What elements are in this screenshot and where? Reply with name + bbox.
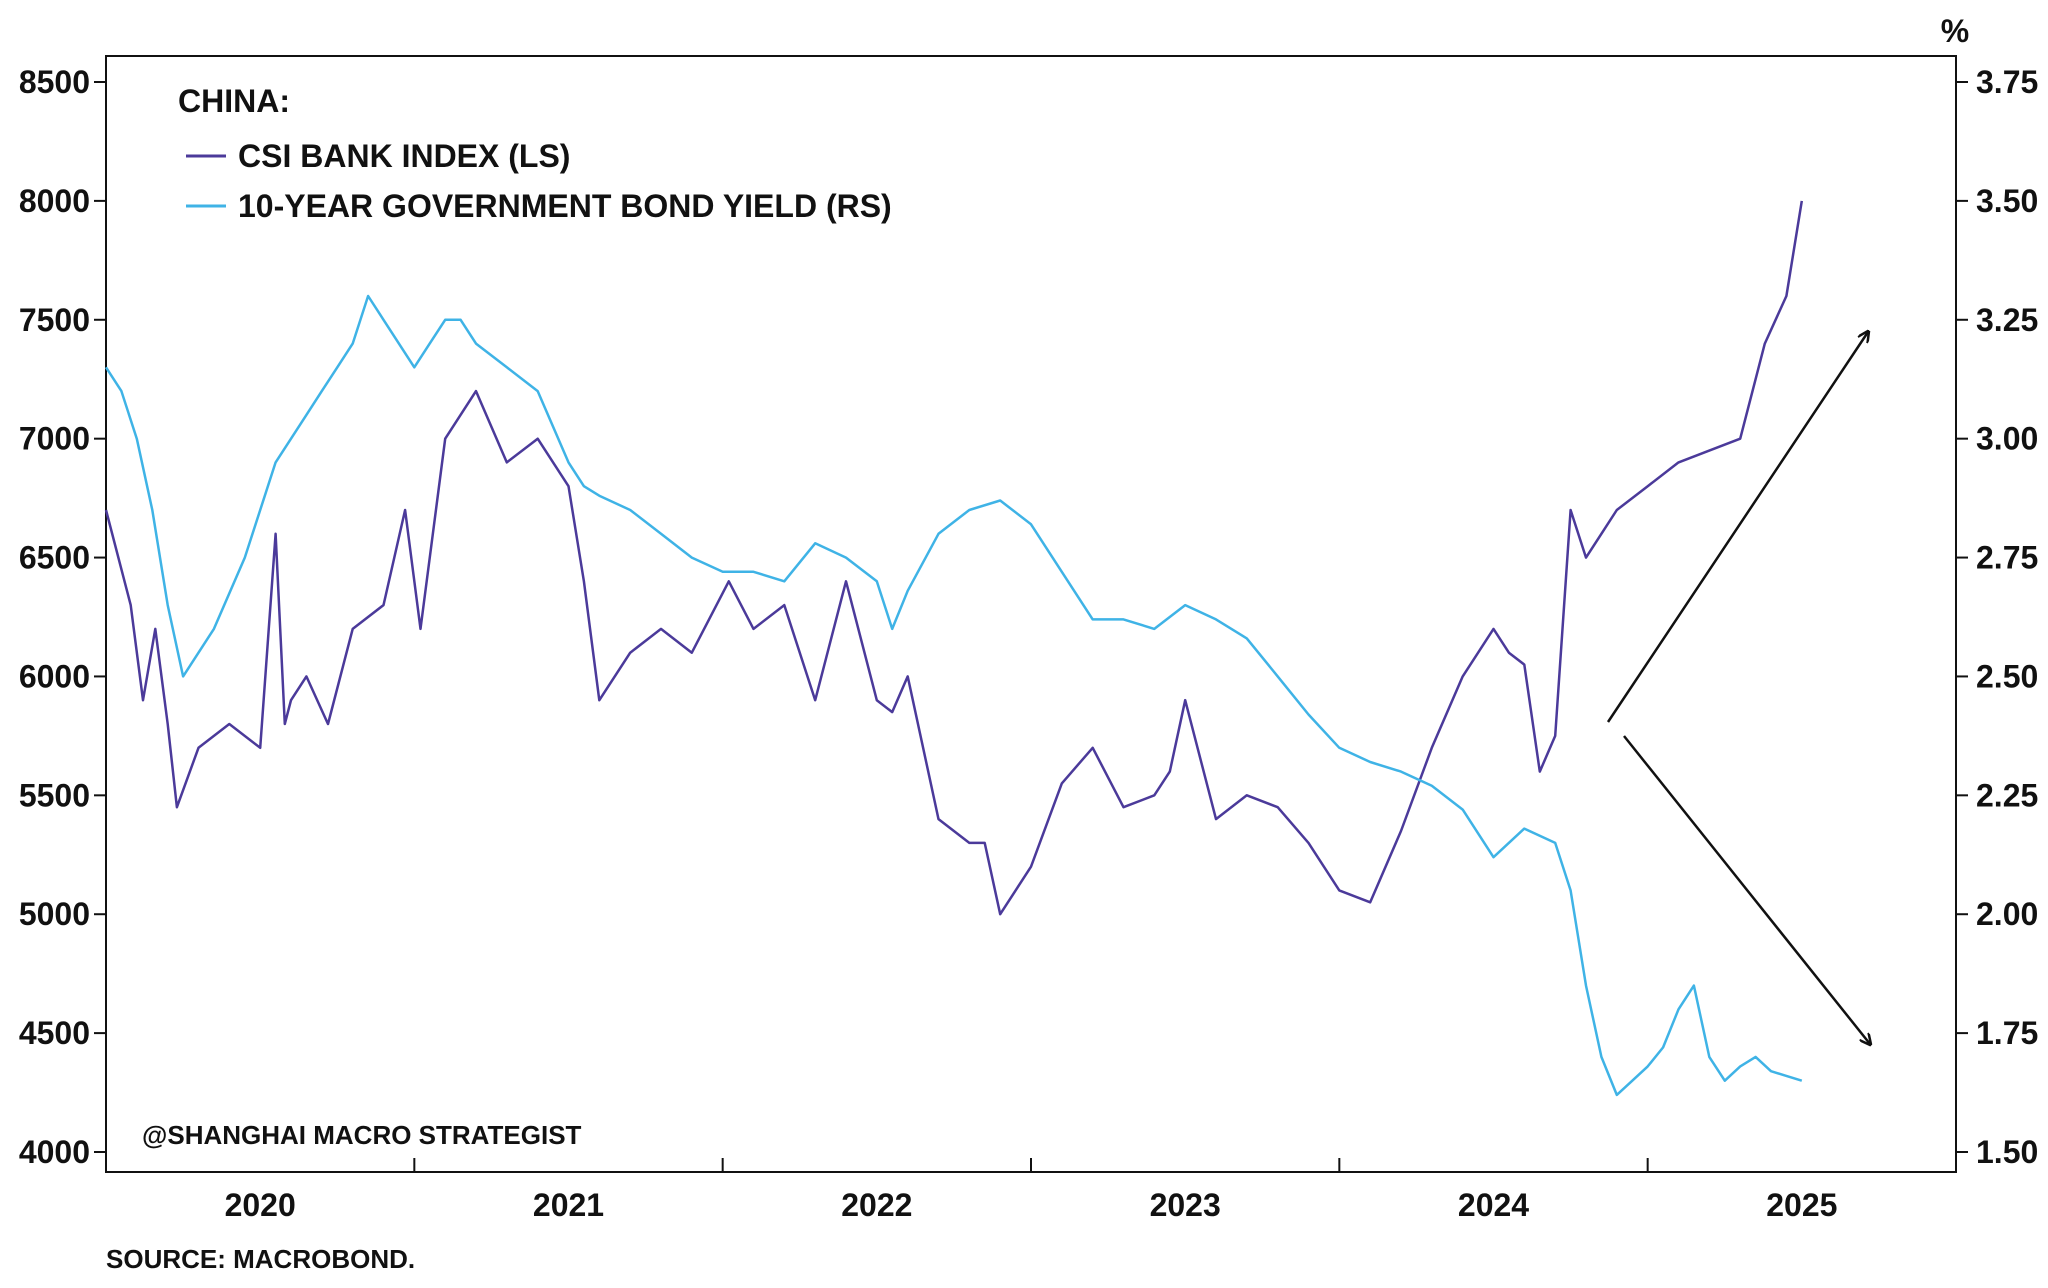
x-tick-label: 2021	[533, 1187, 604, 1223]
series-line-bond-yield	[104, 294, 1803, 1097]
legend: CHINA: CSI BANK INDEX (LS) 10-YEAR GOVER…	[178, 83, 892, 224]
right-tick-label: 3.00	[1976, 421, 2038, 457]
right-tick-label: 1.50	[1976, 1134, 2038, 1170]
legend-heading: CHINA:	[178, 83, 290, 119]
right-axis-unit: %	[1941, 13, 1969, 49]
left-tick-label: 4000	[19, 1134, 90, 1170]
divergence-arrows	[1606, 332, 1870, 1044]
x-axis: 2020 2021 2022 2023 2024 2025	[225, 1158, 1837, 1223]
left-tick-label: 6000	[19, 658, 90, 694]
right-tick-label: 2.00	[1976, 896, 2038, 932]
left-tick-label: 8000	[19, 183, 90, 219]
x-tick-label: 2023	[1150, 1187, 1221, 1223]
series-line-csi-bank-index	[104, 200, 1804, 916]
left-tick-label: 4500	[19, 1015, 90, 1051]
left-tick-label: 7500	[19, 302, 90, 338]
arrow-down-right	[1623, 735, 1870, 1044]
left-tick-label: 8500	[19, 64, 90, 100]
right-tick-label: 2.25	[1976, 777, 2038, 813]
legend-label-csi-bank-index: CSI BANK INDEX (LS)	[238, 138, 570, 174]
watermark-text: @SHANGHAI MACRO STRATEGIST	[142, 1120, 582, 1150]
x-tick-label: 2022	[841, 1187, 912, 1223]
right-tick-label: 1.75	[1976, 1015, 2038, 1051]
x-tick-label: 2020	[225, 1187, 296, 1223]
right-tick-label: 3.25	[1976, 302, 2038, 338]
x-tick-label: 2025	[1766, 1187, 1837, 1223]
x-tick-label: 2024	[1458, 1187, 1529, 1223]
left-tick-label: 5000	[19, 896, 90, 932]
right-tick-label: 3.50	[1976, 183, 2038, 219]
left-axis: 4000 4500 5000 5500 6000 6500 7000 7500 8000 8500	[19, 64, 106, 1170]
series-lines	[104, 200, 1804, 1097]
right-tick-label: 2.75	[1976, 540, 2038, 576]
left-tick-label: 7000	[19, 421, 90, 457]
arrow-up-right	[1606, 332, 1868, 723]
right-tick-label: 3.75	[1976, 64, 2038, 100]
left-tick-label: 5500	[19, 777, 90, 813]
right-axis: 1.50 1.75 2.00 2.25 2.50 2.75 3.00 3.25 3.50 3.75	[1956, 64, 2038, 1170]
left-tick-label: 6500	[19, 540, 90, 576]
legend-label-bond-yield: 10-YEAR GOVERNMENT BOND YIELD (RS)	[238, 188, 892, 224]
source-note: SOURCE: MACROBOND.	[106, 1244, 415, 1274]
right-tick-label: 2.50	[1976, 658, 2038, 694]
